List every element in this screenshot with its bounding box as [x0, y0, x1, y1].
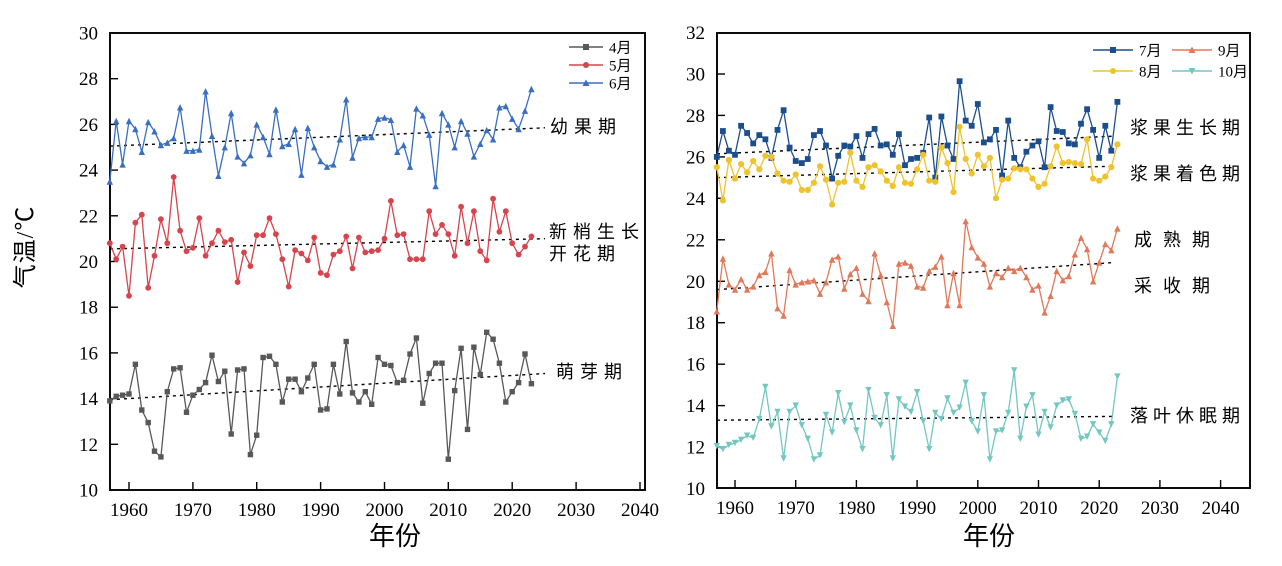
svg-text:24: 24: [79, 161, 99, 182]
svg-text:1980: 1980: [238, 500, 276, 521]
svg-text:2020: 2020: [1080, 498, 1118, 519]
svg-text:20: 20: [686, 272, 705, 293]
svg-text:1960: 1960: [716, 498, 754, 519]
svg-text:6月: 6月: [609, 77, 632, 93]
svg-text:2000: 2000: [366, 500, 404, 521]
svg-text:1970: 1970: [777, 498, 815, 519]
svg-text:10: 10: [686, 479, 705, 500]
svg-text:幼果期: 幼果期: [550, 117, 622, 137]
svg-text:年份: 年份: [963, 522, 1015, 551]
svg-text:22: 22: [686, 230, 705, 251]
svg-text:2040: 2040: [621, 500, 659, 521]
svg-text:成熟期: 成熟期: [1134, 230, 1221, 250]
svg-text:2010: 2010: [429, 500, 467, 521]
svg-text:9月: 9月: [1218, 44, 1241, 60]
svg-text:4月: 4月: [609, 41, 632, 57]
svg-text:年份: 年份: [369, 522, 421, 551]
svg-text:浆果生长期: 浆果生长期: [1130, 118, 1245, 138]
svg-text:26: 26: [79, 115, 98, 136]
svg-text:1960: 1960: [110, 500, 148, 521]
svg-text:萌芽期: 萌芽期: [556, 362, 628, 382]
svg-text:10: 10: [79, 481, 98, 502]
svg-text:气温/℃: 气温/℃: [12, 206, 39, 289]
svg-text:开花期: 开花期: [549, 244, 621, 264]
svg-text:2000: 2000: [959, 498, 997, 519]
svg-text:22: 22: [79, 206, 98, 227]
svg-text:5月: 5月: [609, 59, 632, 75]
svg-text:2030: 2030: [1141, 498, 1179, 519]
svg-text:18: 18: [686, 313, 705, 334]
svg-text:新梢生长: 新梢生长: [549, 222, 645, 242]
svg-text:浆果着色期: 浆果着色期: [1130, 164, 1245, 184]
svg-text:18: 18: [79, 298, 98, 319]
svg-text:2010: 2010: [1020, 498, 1058, 519]
svg-text:30: 30: [79, 24, 98, 45]
svg-text:16: 16: [79, 343, 98, 364]
svg-text:14: 14: [79, 389, 99, 410]
svg-text:14: 14: [686, 396, 706, 417]
svg-text:16: 16: [686, 355, 705, 376]
svg-text:12: 12: [79, 435, 98, 456]
svg-text:32: 32: [686, 23, 705, 44]
svg-text:2040: 2040: [1202, 498, 1240, 519]
svg-text:8月: 8月: [1139, 65, 1162, 81]
svg-text:28: 28: [686, 106, 705, 127]
svg-text:30: 30: [686, 65, 705, 86]
svg-text:1970: 1970: [174, 500, 212, 521]
svg-text:28: 28: [79, 69, 98, 90]
svg-text:2030: 2030: [557, 500, 595, 521]
svg-text:24: 24: [686, 189, 706, 210]
svg-text:1990: 1990: [302, 500, 340, 521]
svg-text:10月: 10月: [1218, 65, 1248, 81]
svg-text:1980: 1980: [837, 498, 875, 519]
svg-text:2020: 2020: [493, 500, 531, 521]
svg-text:落叶休眠期: 落叶休眠期: [1130, 406, 1245, 426]
svg-text:1990: 1990: [898, 498, 936, 519]
svg-text:采收期: 采收期: [1134, 276, 1221, 296]
svg-text:7月: 7月: [1139, 44, 1162, 60]
svg-text:12: 12: [686, 438, 705, 459]
svg-text:20: 20: [79, 252, 98, 273]
svg-text:26: 26: [686, 147, 705, 168]
